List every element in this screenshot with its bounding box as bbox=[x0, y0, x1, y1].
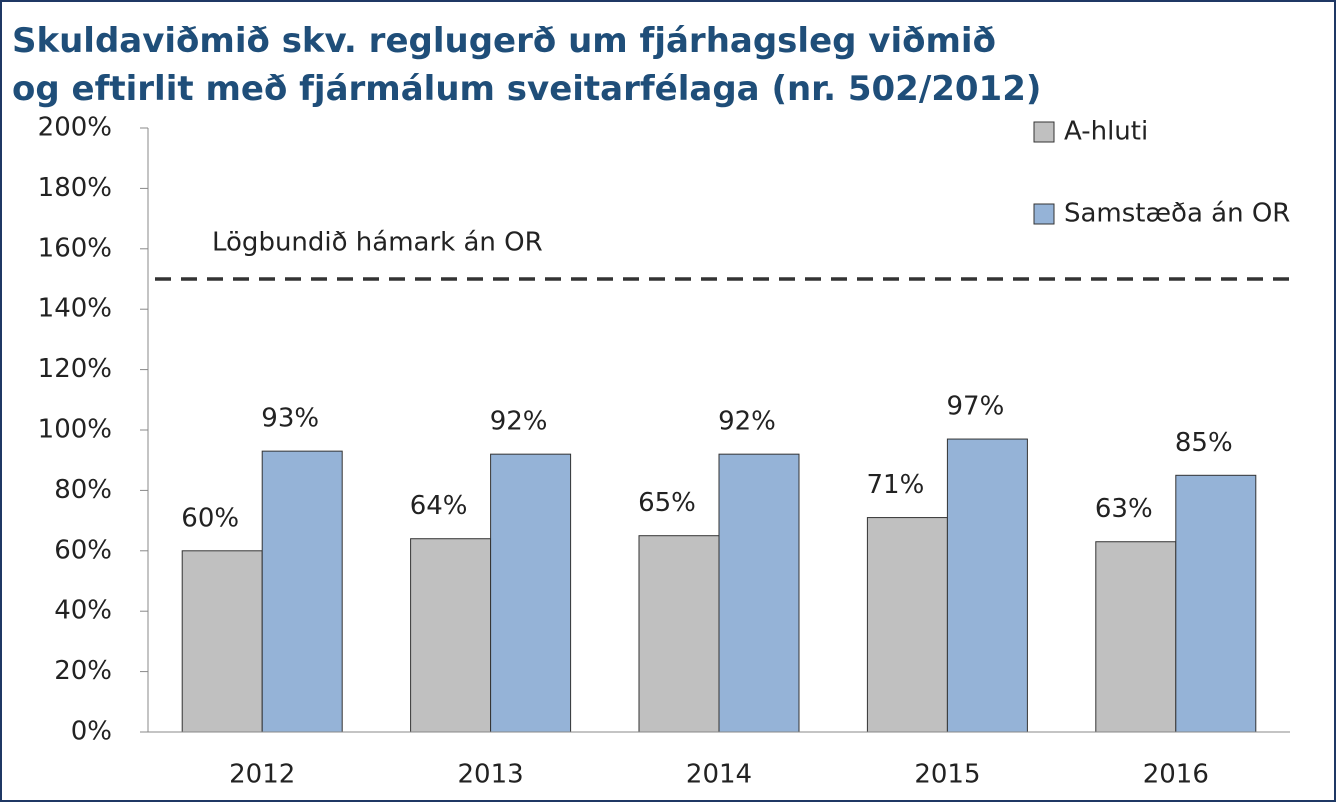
legend-swatch bbox=[1033, 121, 1055, 143]
value-label: 93% bbox=[261, 404, 319, 434]
y-tick-label: 160% bbox=[38, 233, 112, 263]
legend-label: A-hluti bbox=[1064, 117, 1148, 147]
x-tick-label: 2013 bbox=[458, 760, 524, 790]
y-tick-label: 20% bbox=[54, 656, 112, 686]
bar bbox=[410, 538, 492, 733]
bar bbox=[1175, 474, 1257, 733]
legend-label: Samstæða án OR bbox=[1064, 199, 1290, 229]
y-tick-label: 180% bbox=[38, 173, 112, 203]
value-label: 92% bbox=[490, 407, 548, 437]
y-tick-label: 80% bbox=[54, 475, 112, 505]
y-tick-label: 200% bbox=[38, 113, 112, 143]
value-label: 92% bbox=[718, 407, 776, 437]
x-tick-label: 2012 bbox=[229, 760, 295, 790]
bar bbox=[490, 453, 572, 733]
value-label: 71% bbox=[867, 470, 925, 500]
value-label: 65% bbox=[638, 488, 696, 518]
x-tick-label: 2014 bbox=[686, 760, 752, 790]
x-tick-label: 2015 bbox=[914, 760, 980, 790]
reference-label: Lögbundið hámark án OR bbox=[212, 228, 543, 258]
y-tick-label: 140% bbox=[38, 294, 112, 324]
bar bbox=[638, 535, 720, 733]
y-tick-label: 40% bbox=[54, 596, 112, 626]
x-tick-label: 2016 bbox=[1143, 760, 1209, 790]
y-tick-label: 100% bbox=[38, 415, 112, 445]
chart-title: og eftirlit með fjármálum sveitarfélaga … bbox=[12, 69, 1041, 109]
legend-swatch bbox=[1033, 203, 1055, 225]
value-label: 97% bbox=[947, 392, 1005, 422]
bar bbox=[181, 550, 263, 733]
value-label: 63% bbox=[1095, 494, 1153, 524]
y-tick-label: 120% bbox=[38, 354, 112, 384]
y-tick-label: 0% bbox=[71, 717, 112, 747]
bar bbox=[866, 517, 948, 733]
bar bbox=[946, 438, 1028, 733]
value-label: 60% bbox=[181, 503, 239, 533]
value-label: 64% bbox=[410, 491, 468, 521]
value-label: 85% bbox=[1175, 428, 1233, 458]
chart-title: Skuldaviðmið skv. reglugerð um fjárhagsl… bbox=[12, 21, 996, 61]
bar bbox=[718, 453, 800, 733]
y-tick-label: 60% bbox=[54, 535, 112, 565]
bar bbox=[261, 450, 343, 733]
bar bbox=[1095, 541, 1177, 733]
